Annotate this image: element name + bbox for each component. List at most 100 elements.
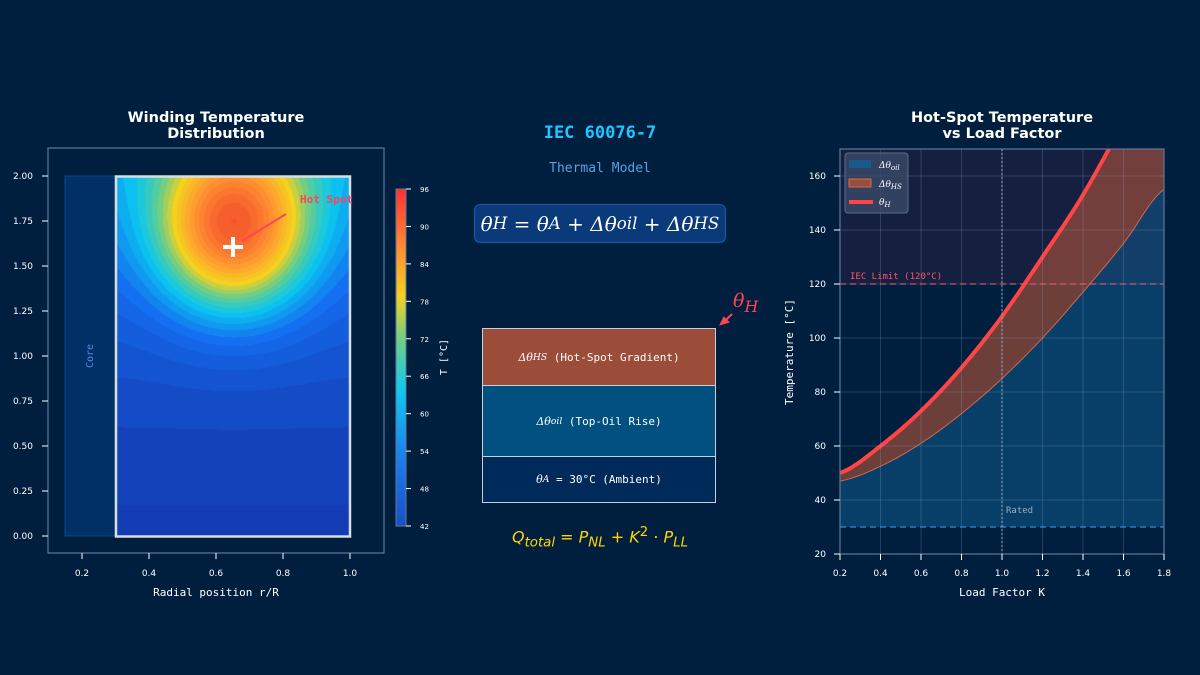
y-tick-label: 20	[815, 550, 827, 560]
right-ylabel: Temperature [°C]	[783, 299, 796, 405]
x-tick-label: 0.2	[833, 569, 847, 579]
lf-dot: ·	[648, 527, 664, 547]
lf-sub: total	[524, 535, 556, 551]
colorbar-tick-label: 60	[420, 411, 429, 419]
colorbar-label: T [°C]	[439, 339, 450, 375]
right-title-line2: vs Load Factor	[942, 126, 1062, 142]
rated-label: Rated	[1006, 506, 1033, 516]
y-tick-label: 0.75	[13, 397, 33, 407]
eq-sub: HS	[693, 214, 720, 233]
temperature-heatmap	[116, 176, 351, 537]
y-tick-label: 1.50	[13, 262, 33, 272]
left-title-line1: Winding Temperature	[127, 110, 305, 126]
stack-sub: oil	[550, 415, 563, 427]
y-tick-label: 60	[815, 442, 827, 452]
colorbar-tick-label: 78	[420, 298, 429, 306]
loss-formula: Qtotal = PNL + K2 · PLL	[450, 525, 750, 551]
eq-theta-h: θ	[480, 211, 493, 236]
theta-h-arrow	[719, 313, 733, 326]
hot-spot-chart: 0.2 0.4 0.6 0.8 1.0 1.2 1.4 1.6 1.8 20 40 60 80 100 12…	[783, 148, 1172, 599]
lf-eq: =	[555, 527, 579, 547]
lf-sub: LL	[673, 535, 689, 551]
stack-symbol: θ	[536, 473, 543, 486]
eq-sub: A	[548, 214, 561, 233]
colorbar-tick-label: 48	[420, 486, 429, 494]
colorbar-tick-label: 42	[420, 523, 429, 531]
y-tick-label: 120	[809, 280, 826, 290]
lf-exp: 2	[639, 525, 649, 540]
x-tick-label: 1.8	[1157, 569, 1172, 579]
x-tick-label: 1.4	[1076, 569, 1091, 579]
y-tick-label: 0.50	[13, 442, 33, 452]
hot-spot-arrow	[241, 213, 287, 242]
colorbar-tick-label: 90	[420, 223, 429, 231]
theta-h-line	[840, 149, 1112, 475]
legend-label-oil: Δθoil	[878, 161, 900, 172]
core-label: Core	[85, 344, 96, 368]
y-tick-label: 80	[815, 388, 827, 398]
legend: Δθoil ΔθHS θH	[844, 152, 909, 214]
x-tick-label: 1.2	[1035, 569, 1049, 579]
winding-outline	[114, 175, 352, 538]
lf-p2: P	[663, 527, 674, 547]
hot-spot-marker	[223, 237, 243, 257]
stack-text: (Top-Oil Rise)	[562, 414, 662, 428]
stack-top-oil-rise: Δθ oil (Top-Oil Rise)	[482, 385, 716, 457]
y-tick-label: 140	[809, 226, 826, 236]
theta-h-symbol: θ	[733, 290, 745, 312]
y-tick-label: 160	[809, 172, 826, 182]
winding-chart: Core 0.2 0.4 0.6 0.8 1.0 0.00 0.25 0.50 0.75 1.00…	[13, 147, 450, 599]
y-tick-label: 2.00	[13, 172, 33, 182]
x-tick-label: 0.2	[75, 569, 89, 579]
oil-rise-area	[840, 189, 1164, 527]
colorbar-tick-label: 54	[420, 448, 429, 456]
stack-hot-spot-gradient: Δθ HS (Hot-Spot Gradient)	[482, 328, 716, 386]
lf-p1: P	[578, 527, 589, 547]
left-chart-title: Winding Temperature Distribution	[80, 110, 352, 142]
stack-text: (Hot-Spot Gradient)	[547, 350, 680, 364]
hot-spot-label: Hot Spot	[300, 193, 353, 206]
y-tick-label: 40	[815, 496, 827, 506]
y-tick-label: 100	[809, 334, 826, 344]
legend-swatch-h	[849, 200, 873, 204]
right-xlabel: Load Factor K	[959, 586, 1045, 599]
y-tick-label: 0.00	[13, 532, 33, 542]
stack-sub: A	[542, 474, 550, 485]
colorbar-tick-label: 84	[420, 261, 429, 269]
legend-label-hs: ΔθHS	[878, 180, 902, 191]
eq-sub: oil	[616, 214, 638, 233]
lf-q: Q	[511, 527, 525, 547]
colorbar-tick-label: 66	[420, 373, 429, 381]
model-subtitle: Thermal Model	[549, 161, 651, 176]
y-tick-label: 1.25	[13, 307, 33, 317]
limit-label: IEC Limit (120°C)	[850, 272, 942, 282]
eq-delta-hs: Δθ	[666, 211, 694, 236]
hot-spot-gradient-area	[840, 149, 1164, 482]
theta-h-sub: H	[744, 296, 759, 316]
stack-symbol: Δθ	[536, 414, 551, 428]
eq-theta-a: θ	[536, 211, 549, 236]
x-tick-label: 0.8	[954, 569, 969, 579]
right-title-line1: Hot-Spot Temperature	[910, 110, 1094, 126]
x-tick-label: 1.0	[995, 569, 1010, 579]
right-chart-title: Hot-Spot Temperature vs Load Factor	[862, 110, 1142, 142]
x-tick-label: 1.6	[1116, 569, 1131, 579]
theta-h-label: θH	[733, 290, 758, 316]
x-tick-label: 0.4	[142, 569, 157, 579]
x-tick-label: 0.6	[209, 569, 224, 579]
colorbar-tick-label: 96	[420, 186, 429, 194]
standard-title: IEC 60076-7	[543, 123, 657, 143]
left-title-line2: Distribution	[167, 126, 265, 142]
colorbar	[395, 188, 407, 527]
eq-delta-oil: Δθ	[590, 211, 617, 236]
legend-label-h: θH	[879, 198, 891, 209]
lf-sub: NL	[588, 535, 606, 551]
y-tick-label: 1.75	[13, 217, 33, 227]
x-tick-label: 1.0	[343, 569, 358, 579]
colorbar-tick-label: 72	[420, 336, 429, 344]
y-tick-label: 0.25	[13, 487, 33, 497]
x-tick-label: 0.4	[873, 569, 888, 579]
stack-symbol: Δθ	[518, 350, 533, 364]
